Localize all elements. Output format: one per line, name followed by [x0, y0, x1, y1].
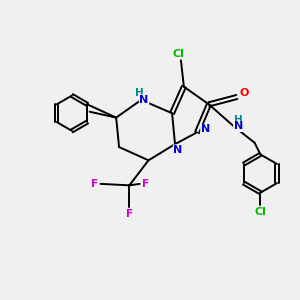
Text: H: H — [135, 88, 144, 98]
Text: N: N — [173, 145, 183, 155]
Text: F: F — [91, 179, 98, 189]
Text: N: N — [140, 95, 149, 105]
Text: H: H — [234, 115, 243, 125]
Text: Cl: Cl — [254, 206, 266, 217]
Text: O: O — [239, 88, 249, 98]
Text: N: N — [234, 122, 243, 131]
Text: N: N — [201, 124, 210, 134]
Text: F: F — [142, 179, 149, 189]
Text: Cl: Cl — [172, 49, 184, 59]
Text: F: F — [126, 209, 133, 219]
